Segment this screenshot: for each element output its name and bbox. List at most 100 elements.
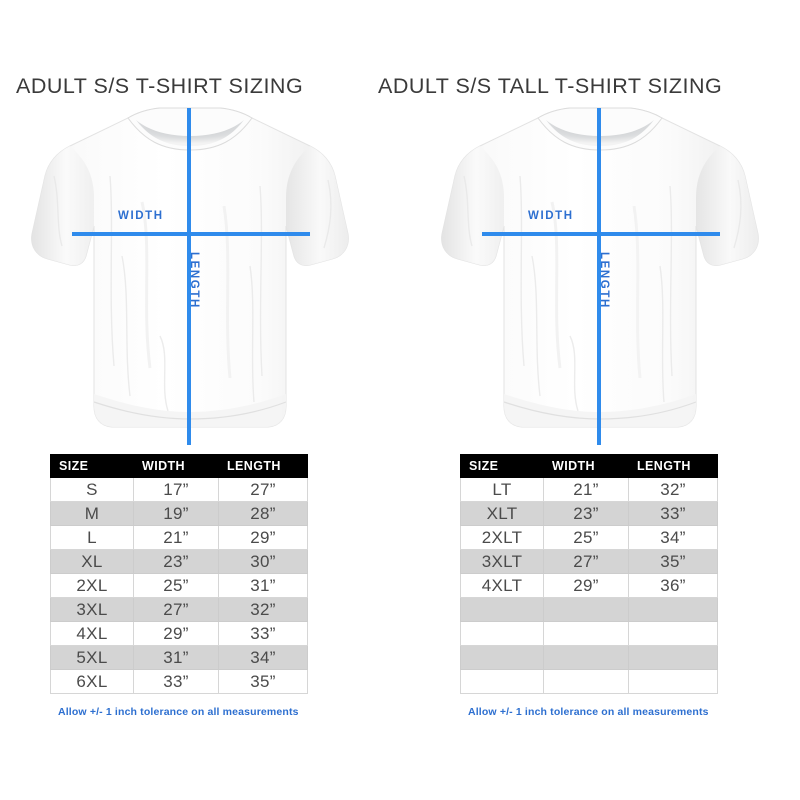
cell-length: 30” — [218, 549, 308, 574]
column-header-length: LENGTH — [218, 454, 308, 478]
table-row: LT 21” 32” — [460, 477, 718, 502]
cell-length: 29” — [218, 525, 308, 550]
cell-width — [543, 597, 629, 622]
cell-length — [628, 669, 718, 694]
page-title-adult-ss-tall: ADULT S/S TALL T-SHIRT SIZING — [378, 74, 723, 98]
tshirt-diagram-adult-ss-tall: WIDTH LENGTH — [420, 106, 780, 451]
tolerance-note: Allow +/- 1 inch tolerance on all measur… — [468, 706, 709, 718]
cell-length: 33” — [218, 621, 308, 646]
column-header-size: SIZE — [50, 454, 134, 478]
cell-length: 31” — [218, 573, 308, 598]
cell-width: 17” — [133, 477, 219, 502]
cell-width: 19” — [133, 501, 219, 526]
cell-width: 21” — [133, 525, 219, 550]
table-row: 6XL 33” 35” — [50, 669, 308, 694]
cell-length — [628, 597, 718, 622]
cell-size: 4XL — [50, 621, 134, 646]
cell-width — [543, 669, 629, 694]
cell-width: 33” — [133, 669, 219, 694]
cell-width: 25” — [133, 573, 219, 598]
cell-length: 27” — [218, 477, 308, 502]
column-header-size: SIZE — [460, 454, 544, 478]
titles-row: ADULT S/S T-SHIRT SIZING ADULT S/S TALL … — [0, 74, 800, 106]
cell-length: 32” — [218, 597, 308, 622]
cell-length: 35” — [218, 669, 308, 694]
cell-width: 27” — [543, 549, 629, 574]
table-row: XLT 23” 33” — [460, 501, 718, 526]
width-measurement-line — [482, 232, 720, 236]
table-row: XL 23” 30” — [50, 549, 308, 574]
cell-size: 3XL — [50, 597, 134, 622]
cell-width: 31” — [133, 645, 219, 670]
table-row: M 19” 28” — [50, 501, 308, 526]
table-row-empty — [460, 621, 718, 646]
cell-width: 21” — [543, 477, 629, 502]
cell-size: 4XLT — [460, 573, 544, 598]
table-row: 4XL 29” 33” — [50, 621, 308, 646]
cell-size: 5XL — [50, 645, 134, 670]
cell-length: 32” — [628, 477, 718, 502]
table-row: 3XL 27” 32” — [50, 597, 308, 622]
width-measurement-label: WIDTH — [118, 210, 164, 222]
length-measurement-line — [187, 108, 191, 445]
size-table-adult-ss: SIZE WIDTH LENGTH S 17” 27” M 19” 28” L — [50, 454, 308, 694]
cell-length — [628, 621, 718, 646]
cell-length: 35” — [628, 549, 718, 574]
cell-size: 6XL — [50, 669, 134, 694]
cell-size — [460, 645, 544, 670]
width-measurement-label: WIDTH — [528, 210, 574, 222]
table-row: 2XL 25” 31” — [50, 573, 308, 598]
table-row: 2XLT 25” 34” — [460, 525, 718, 550]
length-measurement-label: LENGTH — [598, 252, 610, 309]
length-measurement-label: LENGTH — [188, 252, 200, 309]
tshirt-diagram-adult-ss: WIDTH LENGTH — [10, 106, 370, 451]
table-row: S 17” 27” — [50, 477, 308, 502]
width-measurement-line — [72, 232, 310, 236]
cell-size: XLT — [460, 501, 544, 526]
cell-length — [628, 645, 718, 670]
column-header-length: LENGTH — [628, 454, 718, 478]
cell-size: 3XLT — [460, 549, 544, 574]
cell-size: L — [50, 525, 134, 550]
cell-length: 34” — [218, 645, 308, 670]
cell-width: 29” — [543, 573, 629, 598]
cell-size: S — [50, 477, 134, 502]
tolerance-note: Allow +/- 1 inch tolerance on all measur… — [58, 706, 299, 718]
cell-length: 36” — [628, 573, 718, 598]
length-measurement-line — [597, 108, 601, 445]
column-header-width: WIDTH — [133, 454, 219, 478]
table-row: 4XLT 29” 36” — [460, 573, 718, 598]
table-header-row: SIZE WIDTH LENGTH — [50, 454, 308, 478]
cell-size: XL — [50, 549, 134, 574]
cell-size: 2XL — [50, 573, 134, 598]
cell-size — [460, 621, 544, 646]
cell-width — [543, 621, 629, 646]
cell-width: 29” — [133, 621, 219, 646]
size-chart-panel-adult-ss-tall: WIDTH LENGTH SIZE WIDTH LENGTH LT 21” 32… — [420, 106, 780, 726]
cell-width — [543, 645, 629, 670]
cell-size — [460, 669, 544, 694]
table-header-row: SIZE WIDTH LENGTH — [460, 454, 718, 478]
cell-length: 33” — [628, 501, 718, 526]
cell-width: 27” — [133, 597, 219, 622]
size-table-adult-ss-tall: SIZE WIDTH LENGTH LT 21” 32” XLT 23” 33”… — [460, 454, 718, 694]
cell-width: 23” — [133, 549, 219, 574]
table-row-empty — [460, 597, 718, 622]
cell-size: 2XLT — [460, 525, 544, 550]
table-row-empty — [460, 645, 718, 670]
table-row: 3XLT 27” 35” — [460, 549, 718, 574]
cell-length: 34” — [628, 525, 718, 550]
cell-width: 23” — [543, 501, 629, 526]
cell-size: M — [50, 501, 134, 526]
table-row: 5XL 31” 34” — [50, 645, 308, 670]
cell-size: LT — [460, 477, 544, 502]
table-row: L 21” 29” — [50, 525, 308, 550]
cell-size — [460, 597, 544, 622]
size-chart-panel-adult-ss: WIDTH LENGTH SIZE WIDTH LENGTH S 17” 27” — [10, 106, 370, 726]
cell-width: 25” — [543, 525, 629, 550]
page-title-adult-ss: ADULT S/S T-SHIRT SIZING — [16, 74, 304, 98]
table-row-empty — [460, 669, 718, 694]
cell-length: 28” — [218, 501, 308, 526]
column-header-width: WIDTH — [543, 454, 629, 478]
